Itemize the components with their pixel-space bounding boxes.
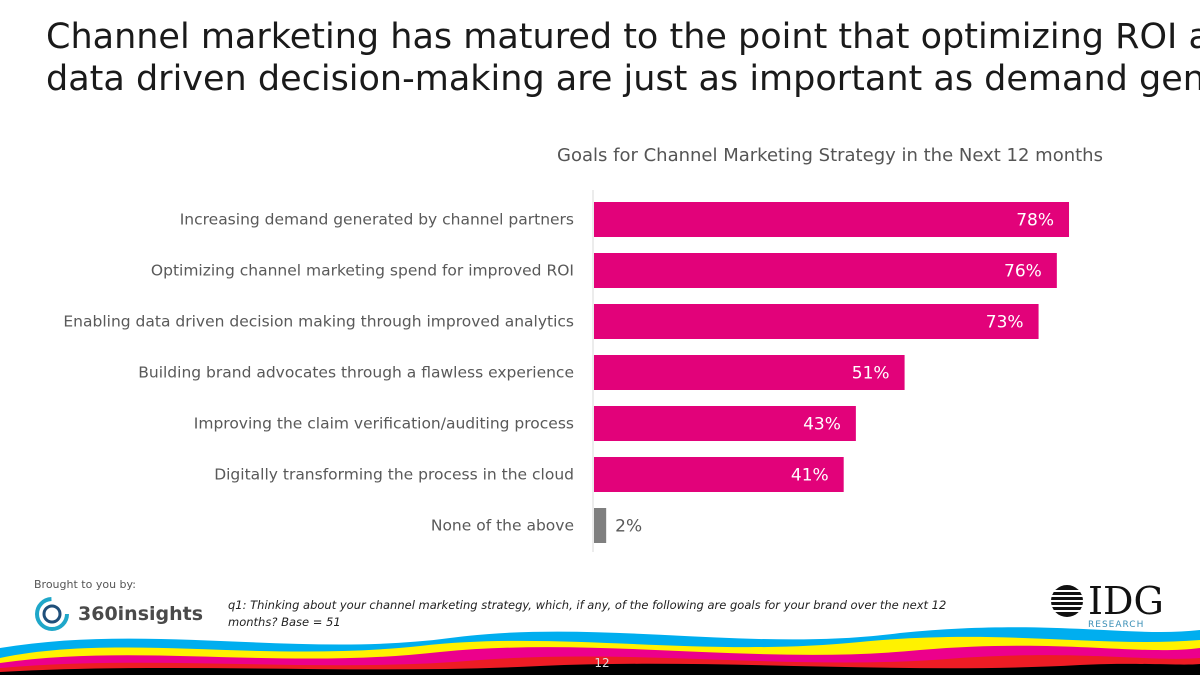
bar bbox=[594, 355, 905, 390]
idg-research-label: RESEARCH bbox=[1088, 620, 1145, 630]
idg-research-logo: IDG RESEARCH bbox=[1050, 582, 1190, 630]
idg-logo-text: IDG bbox=[1088, 579, 1164, 623]
data-label: 51% bbox=[852, 364, 890, 384]
slide-title: Channel marketing has matured to the poi… bbox=[46, 16, 1200, 100]
category-label: Optimizing channel marketing spend for i… bbox=[151, 262, 574, 280]
bar bbox=[594, 304, 1039, 339]
category-label: Building brand advocates through a flawl… bbox=[138, 364, 574, 382]
data-label: 78% bbox=[1016, 211, 1054, 231]
category-label: Digitally transforming the process in th… bbox=[214, 466, 574, 484]
category-label: Improving the claim verification/auditin… bbox=[194, 415, 574, 433]
category-label: Increasing demand generated by channel p… bbox=[180, 211, 574, 229]
360insights-logo-text: 360insights bbox=[78, 603, 204, 625]
360insights-logo: 360insights bbox=[34, 596, 203, 632]
wave-black bbox=[0, 663, 1200, 675]
data-label: 2% bbox=[615, 517, 642, 537]
slide-title-line-1: Channel marketing has matured to the poi… bbox=[46, 17, 1200, 57]
bar bbox=[594, 457, 844, 492]
bar bbox=[594, 253, 1057, 288]
category-label: Enabling data driven decision making thr… bbox=[63, 313, 574, 331]
bar bbox=[594, 508, 607, 543]
decorative-color-waves bbox=[0, 627, 1200, 675]
chart-title: Goals for Channel Marketing Strategy in … bbox=[557, 145, 1103, 166]
data-label: 41% bbox=[791, 466, 829, 486]
idg-globe-icon bbox=[1050, 585, 1084, 617]
bar-chart: Increasing demand generated by channel p… bbox=[63, 190, 1070, 552]
360insights-logo-icon bbox=[35, 597, 69, 631]
brought-to-you-by-label: Brought to you by: bbox=[34, 578, 136, 591]
data-label: 76% bbox=[1004, 262, 1042, 282]
bar bbox=[594, 406, 856, 441]
data-label: 73% bbox=[986, 313, 1024, 333]
survey-footnote: q1: Thinking about your channel marketin… bbox=[228, 598, 947, 629]
category-label: None of the above bbox=[431, 517, 574, 535]
slide-title-line-2: data driven decision-making are just as … bbox=[46, 59, 1200, 99]
bar bbox=[594, 202, 1070, 237]
data-label: 43% bbox=[803, 415, 841, 435]
page-number: 12 bbox=[594, 656, 610, 670]
